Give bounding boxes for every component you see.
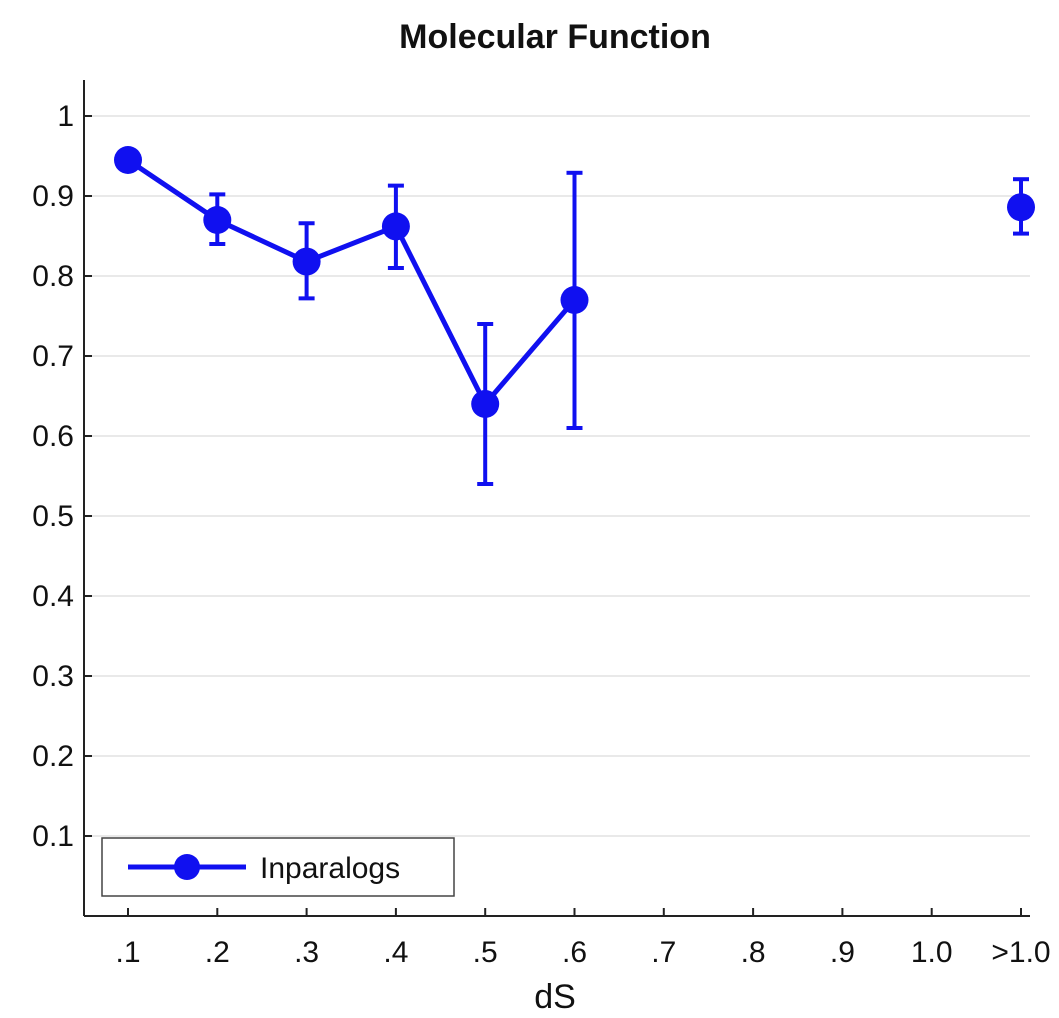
y-tick-label: 0.3 <box>32 660 74 693</box>
x-tick-label: >1.0 <box>991 936 1050 969</box>
gridlines <box>86 115 1030 837</box>
y-tick-label: 0.8 <box>32 260 74 293</box>
data-point <box>471 390 500 418</box>
x-axis-label: dS <box>534 978 576 1016</box>
y-tick-label: 0.2 <box>32 740 74 773</box>
x-tick-label: .3 <box>294 936 319 969</box>
data-point <box>560 286 589 314</box>
y-tick-label: 1 <box>57 100 74 133</box>
x-tick-label: .1 <box>115 936 140 969</box>
x-tick-label: 1.0 <box>911 936 953 969</box>
data-point <box>1007 193 1035 222</box>
axes <box>83 80 1030 917</box>
legend-label-inparalogs: Inparalogs <box>260 852 400 885</box>
legend: Inparalogs <box>101 837 455 897</box>
y-tick-label: 0.7 <box>32 340 74 373</box>
series-inparalogs <box>114 146 1035 486</box>
chart-title: Molecular Function <box>399 18 711 56</box>
x-tick-label: .4 <box>383 936 408 969</box>
legend-marker-swatch <box>174 854 200 880</box>
series-line-segment <box>393 223 488 407</box>
y-ticks: 0.1 0.2 0.3 0.4 0.5 0.6 0.7 0.8 0.9 1 <box>32 100 92 853</box>
data-point <box>114 146 142 174</box>
y-tick-label: 0.4 <box>32 580 74 613</box>
x-tick-label: .8 <box>741 936 766 969</box>
x-tick-label: .9 <box>830 936 855 969</box>
y-tick-label: 0.1 <box>32 820 74 853</box>
series-line-segment <box>214 217 310 265</box>
data-point <box>381 212 410 241</box>
x-tick-label: .2 <box>205 936 230 969</box>
data-point <box>203 206 232 234</box>
y-tick-label: 0.5 <box>32 500 74 533</box>
x-tick-label: .7 <box>651 936 676 969</box>
x-tick-label: .6 <box>562 936 587 969</box>
y-tick-label: 0.6 <box>32 420 74 453</box>
series-line-segment <box>482 297 577 407</box>
x-ticks: .1 .2 .3 .4 .5 .6 .7 .8 .9 1.0 >1.0 <box>115 908 1051 969</box>
y-tick-label: 0.9 <box>32 180 74 213</box>
data-point <box>292 247 321 276</box>
x-tick-label: .5 <box>473 936 498 969</box>
series-line-segment <box>304 223 399 265</box>
series-line-segment <box>125 157 220 223</box>
